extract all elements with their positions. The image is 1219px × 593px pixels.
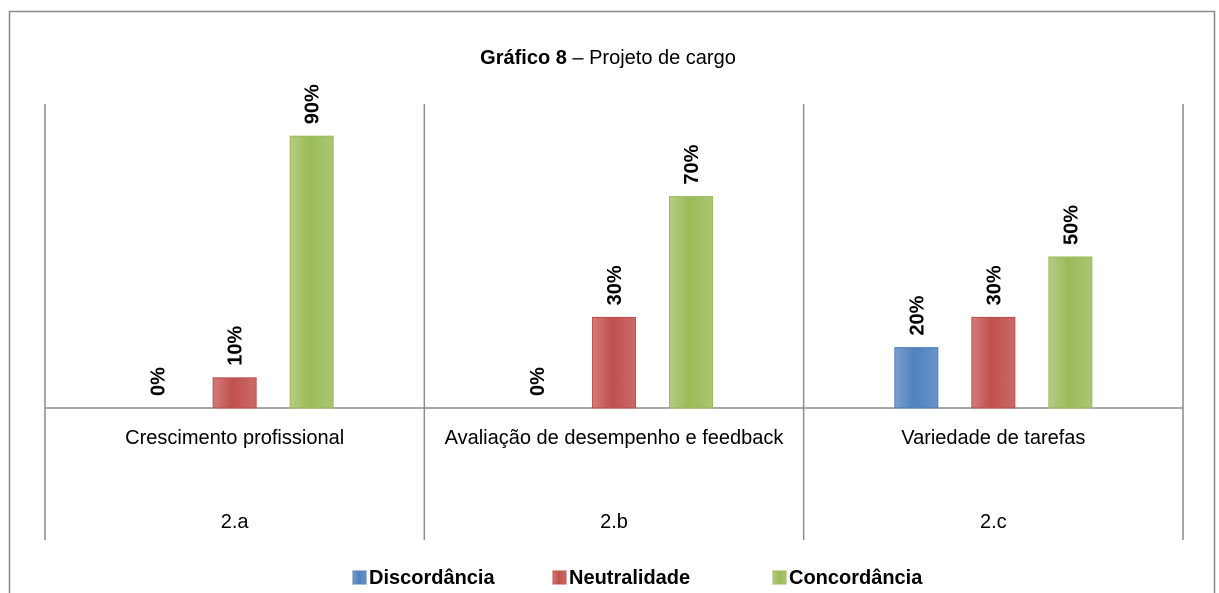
x-category: Variedade de tarefas: [901, 427, 1086, 449]
value-label: 10%: [225, 326, 247, 366]
legend-swatch: [352, 570, 367, 585]
x-category: Avaliação de desempenho e feedback: [444, 427, 784, 449]
bar: [289, 135, 334, 409]
bar: [669, 196, 713, 409]
chart-border: [8, 10, 1216, 593]
x-tick-label: Variedade de tarefas: [901, 427, 1086, 449]
value-label: 90%: [302, 84, 324, 124]
x-category: Crescimento profissional: [125, 427, 345, 449]
x-group-label: 2.a: [221, 511, 250, 533]
x-tick-label: Crescimento profissional: [125, 427, 345, 449]
legend: Discordância Neutralidade Concordância: [352, 567, 923, 589]
legend-label: Neutralidade: [569, 567, 690, 589]
legend-label: Discordância: [369, 567, 495, 589]
value-label: 0%: [148, 367, 170, 396]
value-label: 20%: [906, 295, 928, 335]
bar: [212, 377, 257, 409]
legend-label: Concordância: [789, 567, 923, 589]
bar: [971, 316, 1016, 409]
value-label: 30%: [983, 265, 1005, 305]
bar: [1048, 256, 1093, 409]
legend-swatch: [772, 570, 787, 585]
legend-swatch: [552, 570, 567, 585]
value-label: 30%: [604, 265, 626, 305]
value-label: 50%: [1060, 205, 1082, 245]
x-group-label: 2.b: [600, 511, 628, 533]
title-bold: Gráfico 8: [480, 47, 567, 69]
value-label: 70%: [681, 144, 703, 184]
value-label: 0%: [527, 367, 549, 396]
bar: [894, 347, 939, 409]
x-group-label: 2.c: [980, 511, 1007, 533]
bar: [592, 316, 636, 409]
x-tick-label: Avaliação de desempenho e feedback: [444, 427, 784, 449]
chart-title: Gráfico 8 – Projeto de cargo: [480, 47, 736, 69]
title-rest: – Projeto de cargo: [567, 47, 736, 69]
